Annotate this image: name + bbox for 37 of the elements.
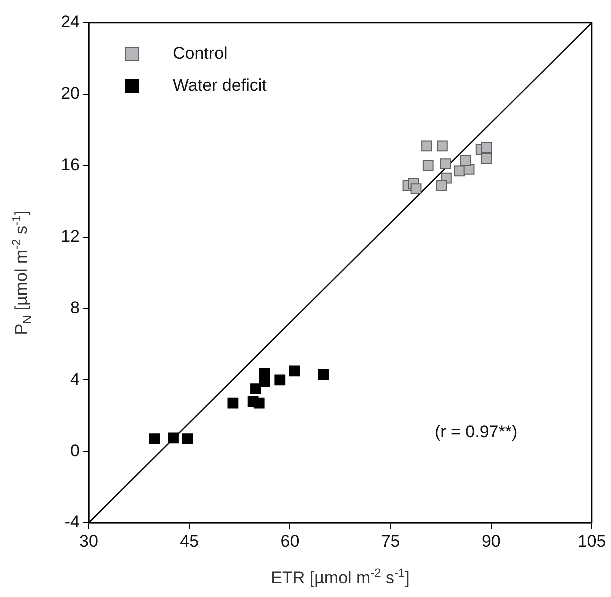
point	[318, 369, 330, 380]
x-tick-label: 45	[180, 532, 200, 551]
y-tick-label: -4	[64, 512, 80, 532]
x-axis-title: ETR [µmol m$^{-2}$ s$^{-1}$]	[270, 566, 411, 589]
y-tick-label: 20	[61, 84, 80, 104]
point	[259, 376, 270, 388]
point	[274, 374, 286, 386]
y-tick-label: 16	[61, 156, 80, 175]
legend-label: Control	[173, 44, 228, 64]
y-tick-label: 24	[61, 12, 80, 32]
x-tick-label: 90	[482, 532, 501, 551]
y-tick-label: 8	[70, 298, 80, 318]
y-tick-label: 12	[61, 226, 80, 246]
legend-label: Water deficit	[173, 76, 267, 96]
point	[254, 398, 265, 409]
x-tick-label: 105	[578, 532, 606, 551]
point	[182, 434, 194, 445]
point	[481, 153, 492, 164]
point	[422, 140, 432, 152]
annotation: (r = 0.97**)	[434, 422, 518, 442]
point	[149, 434, 160, 445]
y-tick-label: 4	[70, 370, 80, 389]
point	[410, 184, 422, 195]
point	[168, 432, 179, 444]
point	[436, 140, 448, 152]
y-tick-label: 0	[70, 441, 80, 460]
point	[289, 366, 300, 377]
point	[422, 160, 434, 172]
point	[436, 180, 448, 191]
point	[460, 155, 472, 166]
x-tick-label: 60	[280, 532, 300, 551]
x-tick-label: 75	[381, 532, 400, 551]
point	[440, 158, 452, 170]
point	[228, 398, 239, 409]
point	[481, 142, 492, 154]
point	[250, 384, 262, 395]
x-tick-label: 30	[80, 532, 98, 551]
